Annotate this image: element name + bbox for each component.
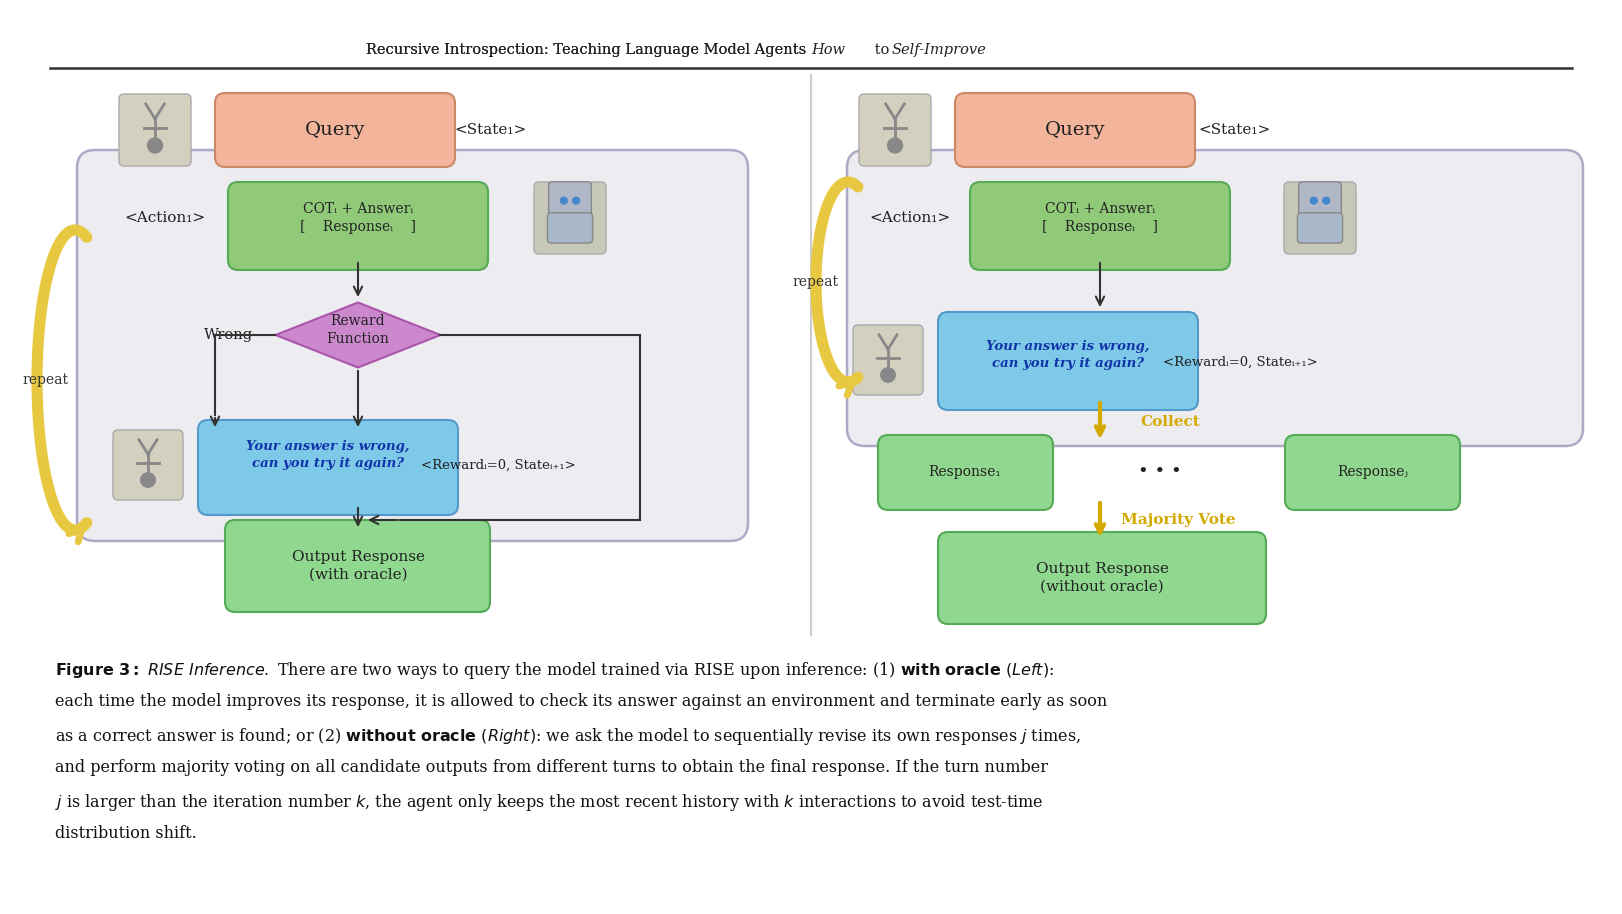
- Circle shape: [881, 367, 895, 382]
- Circle shape: [560, 197, 568, 204]
- Text: $j$ is larger than the iteration number $k$, the agent only keeps the most recen: $j$ is larger than the iteration number …: [55, 792, 1043, 813]
- Text: Responseⱼ: Responseⱼ: [1338, 465, 1408, 479]
- Circle shape: [1311, 197, 1317, 204]
- FancyBboxPatch shape: [860, 94, 931, 166]
- Text: to: to: [869, 43, 894, 57]
- FancyBboxPatch shape: [548, 182, 592, 217]
- Text: Reward
Function: Reward Function: [326, 314, 389, 345]
- Text: each time the model improves its response, it is allowed to check its answer aga: each time the model improves its respons…: [55, 693, 1108, 710]
- Text: Query: Query: [305, 121, 365, 139]
- Text: COTᵢ + Answerᵢ
[    Responseᵢ    ]: COTᵢ + Answerᵢ [ Responseᵢ ]: [300, 202, 415, 234]
- Text: • • •: • • •: [1139, 463, 1182, 481]
- Text: <Rewardᵢ=0, Stateᵢ₊₁>: <Rewardᵢ=0, Stateᵢ₊₁>: [420, 459, 576, 472]
- Text: <Action₁>: <Action₁>: [869, 211, 950, 225]
- Circle shape: [1324, 197, 1330, 204]
- Circle shape: [148, 138, 162, 153]
- Text: COTᵢ + Answerᵢ
[    Responseᵢ    ]: COTᵢ + Answerᵢ [ Responseᵢ ]: [1041, 202, 1158, 234]
- Text: Response₁: Response₁: [928, 465, 1001, 479]
- Text: Query: Query: [1045, 121, 1105, 139]
- FancyBboxPatch shape: [970, 182, 1229, 270]
- Text: as a correct answer is found; or (2) $\mathbf{without\ oracle}$ $(\mathit{Right}: as a correct answer is found; or (2) $\m…: [55, 726, 1080, 747]
- FancyBboxPatch shape: [853, 325, 923, 395]
- FancyBboxPatch shape: [1285, 182, 1356, 254]
- Text: Output Response
(with oracle): Output Response (with oracle): [292, 550, 425, 582]
- FancyBboxPatch shape: [76, 150, 748, 541]
- FancyBboxPatch shape: [114, 430, 183, 500]
- Text: Collect: Collect: [1140, 415, 1200, 429]
- FancyBboxPatch shape: [534, 182, 607, 254]
- Text: Your answer is wrong,
can you try it again?: Your answer is wrong, can you try it aga…: [986, 340, 1150, 370]
- Text: <State₁>: <State₁>: [1199, 123, 1272, 137]
- Text: <State₁>: <State₁>: [454, 123, 526, 137]
- FancyBboxPatch shape: [118, 94, 191, 166]
- Text: Self-Improve: Self-Improve: [892, 43, 986, 57]
- Text: $\mathbf{Figure\ 3:}$ $\mathit{RISE\ Inference.}$ There are two ways to query th: $\mathbf{Figure\ 3:}$ $\mathit{RISE\ Inf…: [55, 660, 1054, 681]
- Text: <Rewardᵢ=0, Stateᵢ₊₁>: <Rewardᵢ=0, Stateᵢ₊₁>: [1163, 356, 1317, 368]
- FancyBboxPatch shape: [847, 150, 1583, 446]
- FancyBboxPatch shape: [216, 93, 456, 167]
- Circle shape: [887, 138, 902, 153]
- FancyBboxPatch shape: [229, 182, 488, 270]
- FancyBboxPatch shape: [938, 532, 1267, 624]
- FancyBboxPatch shape: [547, 213, 592, 243]
- Text: Majority Vote: Majority Vote: [1121, 513, 1236, 527]
- Text: and perform majority voting on all candidate outputs from different turns to obt: and perform majority voting on all candi…: [55, 759, 1048, 776]
- Text: <Action₁>: <Action₁>: [125, 211, 206, 225]
- Text: How: How: [811, 43, 845, 57]
- FancyBboxPatch shape: [225, 520, 490, 612]
- FancyBboxPatch shape: [1299, 182, 1341, 217]
- FancyBboxPatch shape: [1285, 435, 1460, 510]
- Text: distribution shift.: distribution shift.: [55, 825, 196, 842]
- Text: Recursive Introspection: Teaching Language Model Agents: Recursive Introspection: Teaching Langua…: [367, 43, 811, 57]
- Circle shape: [141, 473, 156, 487]
- FancyBboxPatch shape: [955, 93, 1195, 167]
- Text: repeat: repeat: [792, 275, 839, 289]
- FancyBboxPatch shape: [198, 420, 457, 515]
- Text: Your answer is wrong,
can you try it again?: Your answer is wrong, can you try it aga…: [247, 441, 410, 470]
- FancyBboxPatch shape: [1298, 213, 1343, 243]
- Text: Output Response
(without oracle): Output Response (without oracle): [1035, 562, 1168, 594]
- Polygon shape: [276, 303, 441, 367]
- FancyBboxPatch shape: [878, 435, 1053, 510]
- Text: Recursive Introspection: Teaching Language Model Agents: Recursive Introspection: Teaching Langua…: [367, 43, 811, 57]
- Circle shape: [573, 197, 579, 204]
- FancyBboxPatch shape: [938, 312, 1199, 410]
- Text: Wrong: Wrong: [203, 328, 253, 342]
- Text: repeat: repeat: [23, 373, 68, 387]
